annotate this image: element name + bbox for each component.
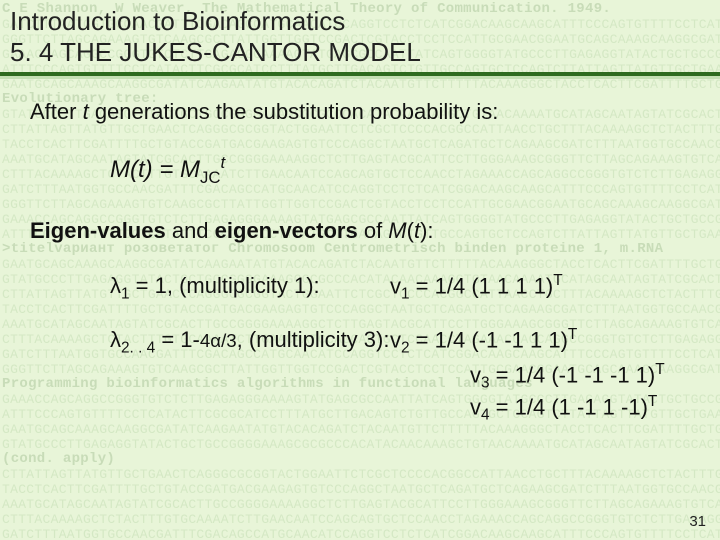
v4-sub: 4 (481, 407, 490, 424)
v3-sym: v (470, 363, 481, 388)
lambda2-sym: λ (110, 327, 121, 352)
eigen-rows: λ1 = 1, (multiplicity 1): v1 = 1/4 (1 1 … (110, 272, 690, 425)
intro-suffix: generations the substitution probability… (89, 99, 499, 124)
v1-T: T (553, 272, 562, 289)
formula-open: ( (130, 156, 138, 183)
lambda1-eq: = 1, (multiplicity 1): (130, 273, 320, 298)
lambda1: λ1 = 1, (multiplicity 1): (110, 273, 390, 303)
slide-body: After t generations the substitution pro… (0, 79, 720, 425)
lambda2: λ2. . 4 = 1-4α/3, (multiplicity 3): (110, 327, 390, 357)
page-number: 31 (689, 513, 706, 530)
lambda1-sym: λ (110, 273, 121, 298)
v4: v4 = 1/4 (1 -1 1 -1)T (470, 393, 690, 425)
course-title: Introduction to Bioinformatics (10, 6, 710, 37)
v1: v1 = 1/4 (1 1 1 1)T (390, 272, 563, 304)
formula-sup-t: t (221, 153, 226, 172)
lambda2-sub: 2. . 4 (121, 339, 155, 356)
v2-eq: = 1/4 (-1 -1 1 1) (410, 327, 568, 352)
eigen-values-label: Eigen-values (30, 218, 166, 243)
v3-eq: = 1/4 (-1 -1 -1 1) (490, 363, 656, 388)
v2-T: T (568, 326, 577, 343)
section-title: 5. 4 THE JUKES-CANTOR MODEL (10, 37, 710, 68)
lambda1-sub: 1 (121, 286, 130, 303)
eigen-row-1: λ1 = 1, (multiplicity 1): v1 = 1/4 (1 1 … (110, 272, 690, 304)
v1-eq: = 1/4 (1 1 1 1) (410, 273, 554, 298)
eigen-heading: Eigen-values and eigen-vectors of M(t): (30, 218, 690, 244)
formula-M1: M (110, 156, 130, 183)
formula-mt: M(t) = MJCt (110, 153, 690, 188)
formula-sub-jc: JC (200, 168, 221, 187)
v3: v3 = 1/4 (-1 -1 -1 1)T (470, 361, 690, 393)
v1-sym: v (390, 273, 401, 298)
v1-sub: 1 (401, 286, 410, 303)
eigen-row-2: λ2. . 4 = 1-4α/3, (multiplicity 3): v2 =… (110, 326, 690, 358)
v2-sub: 2 (401, 339, 410, 356)
eigen-open: ( (407, 218, 414, 243)
eigen-close: ): (420, 218, 433, 243)
lambda2-eq-b: 4α/3 (200, 330, 237, 351)
v2: v2 = 1/4 (-1 -1 1 1)T (390, 326, 577, 358)
lambda2-eq-c: , (multiplicity 3): (237, 327, 390, 352)
v4-sym: v (470, 394, 481, 419)
intro-prefix: After (30, 99, 83, 124)
v4-eq: = 1/4 (1 -1 1 -1) (490, 394, 648, 419)
v3-T: T (655, 361, 664, 378)
eigen-of: of (358, 218, 389, 243)
formula-t: t (138, 156, 145, 183)
formula-M2: M (180, 156, 200, 183)
slide-content: Introduction to Bioinformatics 5. 4 THE … (0, 0, 720, 540)
intro-line: After t generations the substitution pro… (30, 99, 690, 125)
v4-T: T (648, 393, 657, 410)
slide-header: Introduction to Bioinformatics 5. 4 THE … (0, 0, 720, 72)
formula-eq: ) = (145, 156, 180, 183)
eigen-vectors-label: eigen-vectors (215, 218, 358, 243)
lambda2-eq-a: = 1- (155, 327, 200, 352)
v3-sub: 3 (481, 375, 490, 392)
eigen-M: M (388, 218, 406, 243)
eigen-and: and (166, 218, 215, 243)
v2-sym: v (390, 327, 401, 352)
